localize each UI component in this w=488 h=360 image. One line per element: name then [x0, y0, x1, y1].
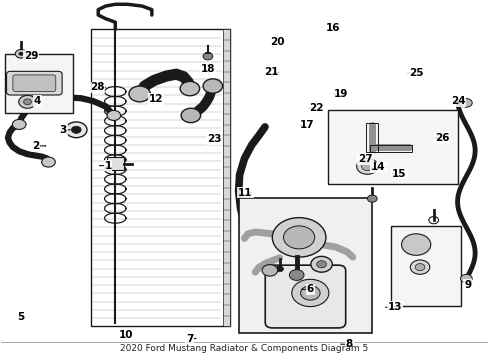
Circle shape [300, 286, 320, 300]
Circle shape [409, 260, 429, 274]
Text: 22: 22 [309, 103, 323, 113]
Circle shape [262, 265, 277, 276]
Circle shape [65, 122, 87, 138]
Text: 11: 11 [238, 188, 252, 198]
Text: 5: 5 [18, 312, 25, 322]
Circle shape [12, 120, 26, 130]
Circle shape [356, 158, 377, 174]
Text: 8: 8 [345, 339, 352, 349]
Circle shape [289, 270, 304, 280]
Circle shape [71, 126, 81, 134]
Text: 6: 6 [306, 284, 313, 294]
Circle shape [272, 218, 325, 257]
Text: 17: 17 [299, 121, 314, 130]
Circle shape [291, 279, 328, 307]
Text: 3: 3 [60, 125, 66, 135]
Circle shape [19, 52, 23, 55]
Circle shape [181, 108, 200, 123]
Text: 9: 9 [463, 280, 470, 290]
Text: 15: 15 [391, 168, 406, 179]
Bar [328, 110, 457, 184]
Text: 26: 26 [434, 133, 448, 143]
Text: 2020 Ford Mustang Radiator & Components Diagram 5: 2020 Ford Mustang Radiator & Components … [120, 344, 368, 353]
Bar [106, 157, 124, 170]
Circle shape [460, 274, 471, 283]
FancyBboxPatch shape [13, 75, 56, 91]
Text: 20: 20 [270, 37, 285, 47]
Text: 23: 23 [206, 134, 221, 144]
Circle shape [129, 86, 150, 102]
Text: 24: 24 [450, 96, 465, 106]
Bar [238, 198, 371, 333]
Circle shape [41, 157, 55, 167]
Circle shape [401, 234, 430, 255]
Circle shape [361, 162, 372, 171]
Text: 19: 19 [333, 89, 347, 99]
Text: 7: 7 [186, 333, 193, 343]
Circle shape [283, 226, 314, 249]
FancyBboxPatch shape [6, 71, 62, 95]
Bar [4, 54, 73, 113]
Text: 21: 21 [264, 67, 278, 77]
Circle shape [310, 256, 331, 272]
Text: 16: 16 [325, 23, 340, 33]
Text: 1: 1 [104, 161, 111, 171]
Circle shape [275, 266, 283, 272]
Text: 4: 4 [34, 96, 41, 106]
Circle shape [203, 53, 212, 60]
Circle shape [19, 95, 36, 108]
Text: 13: 13 [386, 302, 401, 312]
Circle shape [180, 81, 199, 96]
Text: 28: 28 [90, 82, 104, 93]
Text: 14: 14 [370, 162, 385, 172]
Bar [222, 30, 229, 326]
Text: 10: 10 [119, 330, 134, 340]
Circle shape [414, 264, 424, 271]
Circle shape [460, 99, 471, 107]
Circle shape [316, 261, 326, 268]
Text: 25: 25 [408, 68, 423, 78]
Bar [369, 145, 411, 152]
Text: 12: 12 [148, 94, 163, 104]
Text: 18: 18 [200, 64, 215, 74]
FancyBboxPatch shape [264, 265, 345, 328]
Circle shape [107, 111, 121, 121]
Text: 29: 29 [24, 51, 38, 61]
Circle shape [366, 195, 376, 202]
Bar [91, 30, 229, 326]
Bar [366, 123, 377, 152]
Circle shape [23, 99, 31, 105]
Text: 27: 27 [357, 154, 372, 164]
Bar [390, 226, 461, 306]
Text: 2: 2 [32, 141, 40, 151]
Circle shape [203, 79, 222, 93]
Circle shape [15, 49, 27, 58]
